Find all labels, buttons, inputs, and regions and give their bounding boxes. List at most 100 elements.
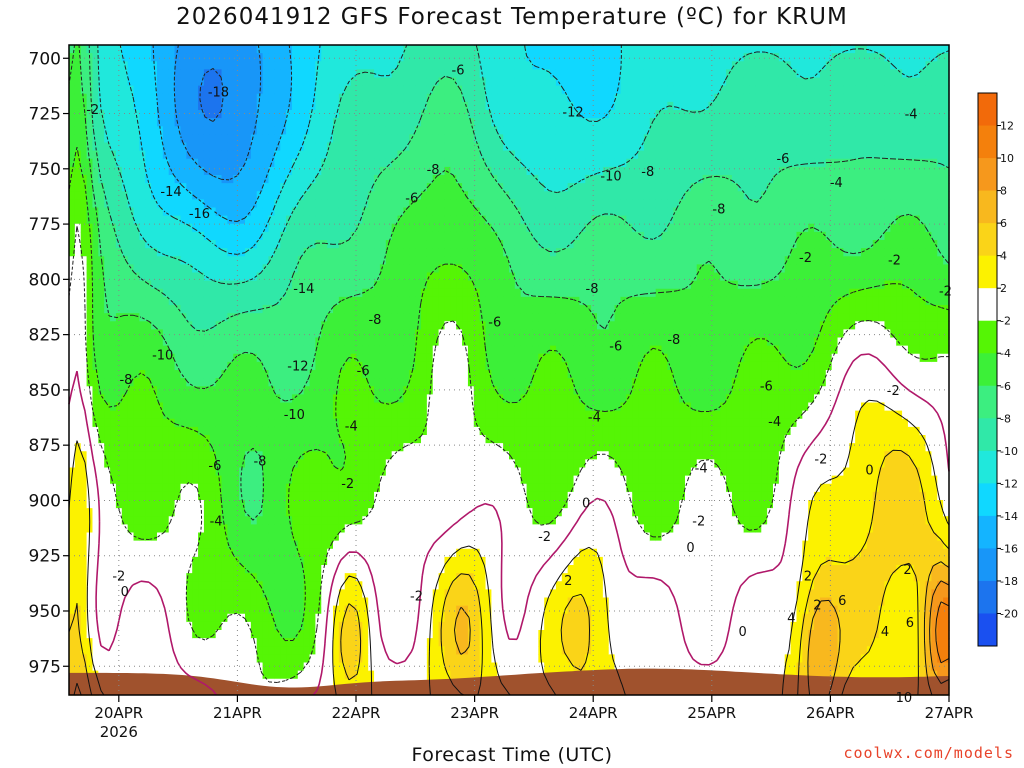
contour-label: 6	[906, 616, 914, 631]
contour-label: 4	[787, 612, 795, 627]
contour--8	[88, 44, 950, 332]
contour-label: -2	[112, 570, 125, 585]
y-tick-label: 700	[29, 49, 61, 69]
colorbar-label: 12	[1000, 120, 1014, 133]
contour-label: -2	[887, 384, 900, 399]
colorbar-label: 10	[1000, 152, 1014, 165]
contour-label: -8	[119, 373, 132, 388]
colorbar-label: -10	[1000, 445, 1018, 458]
colorbar-swatch	[978, 418, 997, 452]
y-tick-label: 975	[29, 657, 61, 677]
contour-label: -6	[760, 379, 773, 394]
colorbar-swatch	[978, 548, 997, 582]
contour--6	[68, 44, 950, 521]
chart-title: 2026041912 GFS Forecast Temperature (ºC)…	[176, 4, 848, 30]
colorbar-label: -18	[1000, 575, 1018, 588]
contour-label: -4	[830, 176, 843, 191]
contour-label: 0	[582, 497, 590, 512]
contour-label: -8	[368, 313, 381, 328]
colorbar-label: -16	[1000, 542, 1018, 555]
contour-label: 0	[865, 463, 873, 478]
colorbar-label: 6	[1000, 217, 1007, 230]
x-tick-label: 27APR	[925, 704, 974, 722]
contour-label: -2	[341, 477, 354, 492]
contour-label: -8	[641, 165, 654, 180]
contour-label: -6	[609, 340, 622, 355]
colorbar-label: -2	[1000, 315, 1011, 328]
colorbar-swatch	[978, 125, 997, 159]
contour--14	[152, 44, 293, 222]
contour-label: -10	[284, 408, 305, 423]
colorbar-swatch	[978, 288, 997, 322]
contour-label: -6	[405, 192, 418, 207]
y-tick-label: 900	[29, 491, 61, 511]
contour-lines	[68, 44, 950, 696]
contour-label: -2	[86, 103, 99, 118]
y-tick-label: 800	[29, 270, 61, 290]
contour--18	[199, 67, 224, 122]
contour-label: -2	[692, 514, 705, 529]
colorbar-label: 4	[1000, 250, 1007, 263]
colorbar-swatch	[978, 190, 997, 224]
x-tick-label: 20APR	[94, 704, 143, 722]
contour--12	[119, 44, 622, 255]
contour-label: 6	[838, 594, 846, 609]
contour-label: -2	[814, 452, 827, 467]
colorbar-label: -4	[1000, 347, 1011, 360]
contour-label: -6	[357, 364, 370, 379]
contour-label: -8	[253, 455, 266, 470]
contour-label: -10	[600, 169, 621, 184]
x-tick-label: 22APR	[332, 704, 381, 722]
colorbar-swatch	[978, 223, 997, 257]
credit-text: coolwx.com/models	[843, 744, 1014, 762]
contour-label: -4	[905, 108, 918, 123]
colorbar-swatch	[978, 385, 997, 419]
contour--4	[68, 146, 950, 642]
contour--16	[173, 44, 262, 181]
y-tick-label: 950	[29, 602, 61, 622]
contour-label: -16	[189, 207, 210, 222]
contour-label: -2	[538, 530, 551, 545]
terrain-ground	[69, 668, 949, 695]
colorbar-label: -20	[1000, 607, 1018, 620]
colorbar-label: 8	[1000, 185, 1007, 198]
contour-label: 10	[896, 691, 913, 706]
colorbar-label: -6	[1000, 380, 1011, 393]
contour-label: 2	[564, 574, 572, 589]
contour-label: 2	[804, 570, 812, 585]
x-tick-label: 21APR	[213, 704, 262, 722]
x-tick-label: 24APR	[569, 704, 618, 722]
axes: 700 725 750 775 800 825 850 875 900 925 950 975 20AP…	[29, 49, 974, 741]
contour-label: -2	[410, 590, 423, 605]
contour-label: -8	[667, 333, 680, 348]
contour-label: -4	[345, 419, 358, 434]
contour-label: -12	[562, 105, 583, 120]
contour-label: -4	[768, 415, 781, 430]
contour-label: 2	[813, 598, 821, 613]
x-tick-label: 26APR	[806, 704, 855, 722]
contour-label: -6	[776, 152, 789, 167]
contour-10	[935, 601, 950, 664]
colorbar-swatch	[978, 255, 997, 289]
contour-label: 0	[121, 585, 129, 600]
contour-label: -18	[208, 85, 229, 100]
colorbar-swatch	[978, 320, 997, 354]
contour-label: 2	[903, 563, 911, 578]
contour-label: -2	[939, 284, 952, 299]
contour-label: -14	[160, 185, 181, 200]
colorbar-swatch	[978, 580, 997, 614]
colorbar-frame	[977, 92, 998, 647]
colorbar-swatch	[978, 483, 997, 517]
y-tick-label: 775	[29, 215, 61, 235]
contour-8	[929, 580, 950, 684]
contour-label: 0	[738, 625, 746, 640]
colorbar-label: -8	[1000, 412, 1011, 425]
contour-label: -6	[452, 63, 465, 78]
colorbar-swatch	[978, 353, 997, 387]
colorbar-label: -12	[1000, 477, 1018, 490]
contour-labels: -20-2-18-14-16-14-10-8-12-10-6 -8-4-6-8-6…	[86, 63, 952, 706]
contour-label: 4	[881, 625, 889, 640]
colorbar: 12 10 8 6 4 2 -2 -4 -6 -8 -10 -12 -14 -16 -18 -20	[977, 92, 1018, 647]
y-tick-label: 750	[29, 160, 61, 180]
y-tick-label: 850	[29, 381, 61, 401]
